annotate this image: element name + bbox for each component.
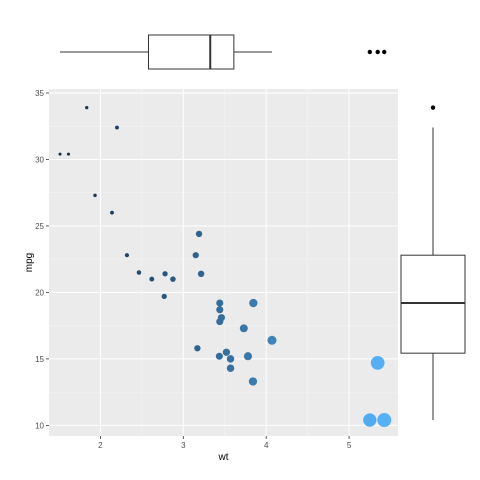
y-tick-label: 10 [35,421,44,430]
data-point [217,314,225,322]
data-point [110,210,114,215]
y-tick-label: 25 [35,222,44,231]
data-point [222,348,231,356]
data-points [58,105,392,428]
y-box-outlier [430,105,436,110]
grid-lines [49,89,398,436]
data-point [226,364,235,372]
y-tick-label: 30 [35,155,44,164]
data-point [149,276,155,282]
data-point [66,152,71,156]
data-point [58,152,62,156]
data-point [194,345,201,352]
y-tick-label: 35 [35,89,44,98]
data-point [114,125,119,130]
y-box [400,254,466,354]
data-point [363,413,377,427]
y-axis: 10 15 20 25 30 35 [35,89,49,430]
data-point [239,324,248,333]
data-point [243,352,253,361]
data-point [124,253,130,258]
x-tick-label: 3 [181,441,186,450]
data-point [195,230,203,238]
x-tick-label: 5 [347,441,352,450]
x-tick-label: 4 [264,441,269,450]
data-point [197,270,205,278]
data-point [370,356,385,370]
y-tick-label: 15 [35,355,44,364]
y-tick-label: 20 [35,288,44,297]
data-point [226,355,235,363]
data-point [377,413,392,428]
data-point [249,298,258,308]
marginal-x-boxplot [60,34,387,70]
marginal-y-boxplot [400,105,466,421]
y-axis-title: mpg [24,253,35,272]
data-point [248,377,258,386]
data-point [93,193,97,198]
data-point [161,293,167,300]
x-axis: 2 3 4 5 [98,436,352,450]
x-box-outlier [367,49,373,55]
data-point [136,270,142,275]
data-point [216,299,224,307]
x-box-outlier [375,49,380,55]
x-box [147,34,235,70]
data-point [215,352,223,360]
data-point [85,105,89,110]
x-axis-title: wt [218,452,229,463]
data-point [192,252,199,259]
panel-background [49,89,398,436]
x-tick-label: 2 [98,441,103,450]
data-point [216,306,224,314]
data-point [267,335,277,345]
data-point [162,271,168,277]
data-point [170,276,176,282]
x-box-outlier [382,49,387,55]
